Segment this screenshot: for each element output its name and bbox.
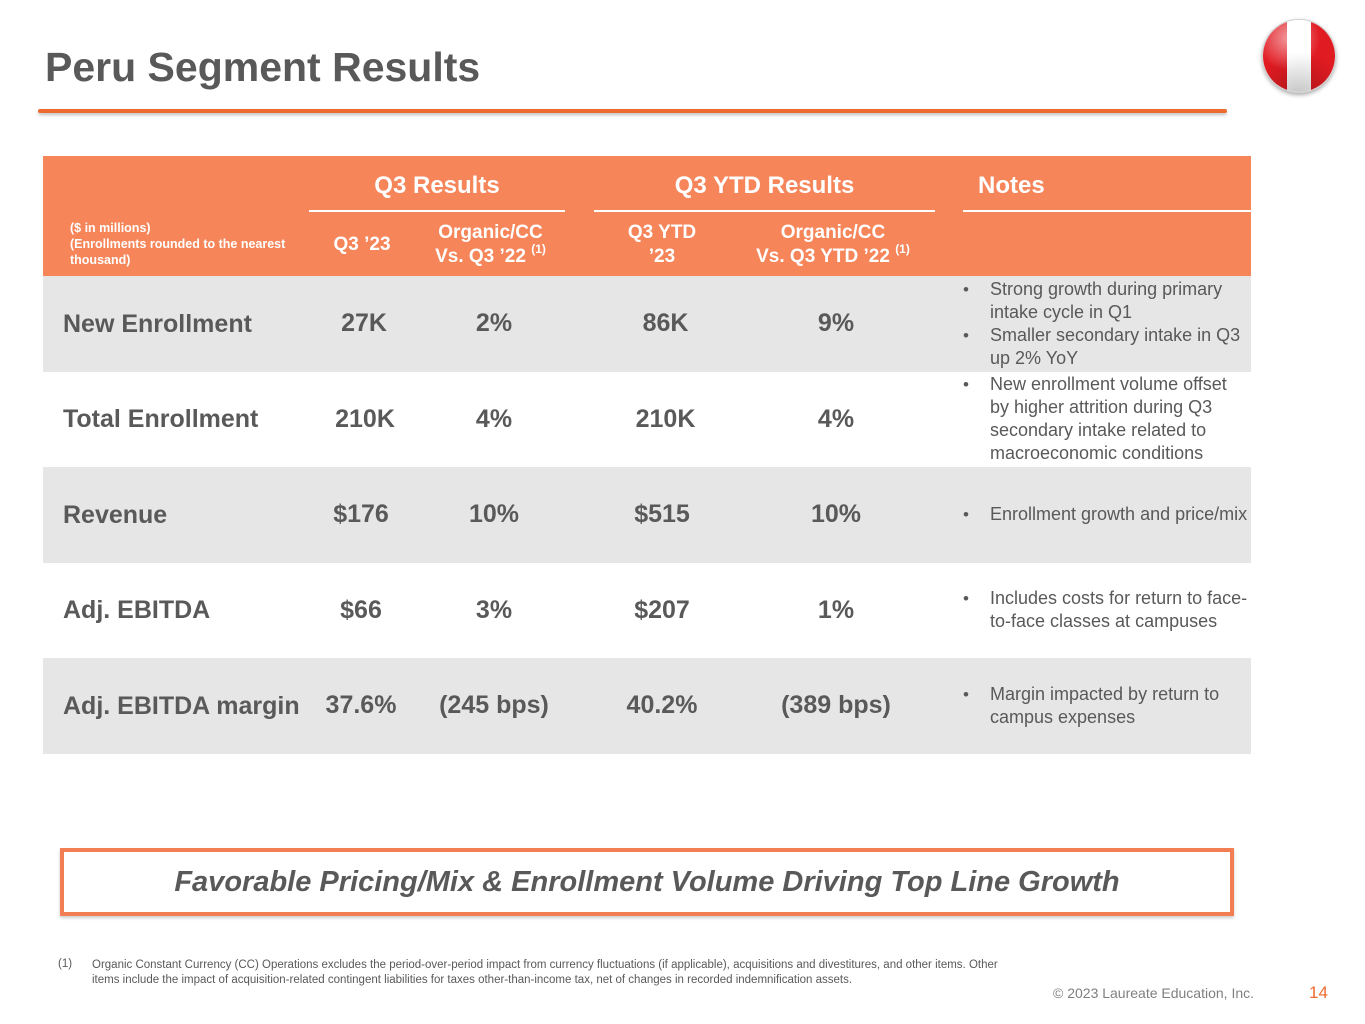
footnote-marker: (1) <box>58 958 73 970</box>
group-header-q3: Q3 Results <box>374 172 500 199</box>
note-item: Enrollment growth and price/mix <box>963 503 1248 526</box>
note-item: New enrollment volume offset by higher a… <box>963 373 1248 465</box>
metric-label: Adj. EBITDA <box>63 596 211 625</box>
metric-label: Total Enrollment <box>63 405 259 434</box>
banner-text: Favorable Pricing/Mix & Enrollment Volum… <box>174 865 1120 898</box>
table-header: Q3 Results Q3 YTD Results Notes ($ in mi… <box>43 156 1251 276</box>
notes-list: Enrollment growth and price/mix <box>963 467 1248 563</box>
q3-organic-value: 4% <box>475 404 513 433</box>
q3-value: $66 <box>340 595 382 624</box>
metric-label: Adj. EBITDA margin <box>63 691 300 720</box>
q3-value: $176 <box>333 500 389 529</box>
ytd-value: 40.2% <box>626 691 698 720</box>
table-row: Revenue $176 10% $515 10% Enrollment gro… <box>43 467 1251 563</box>
table-row: New Enrollment 27K 2% 86K 9% Strong grow… <box>43 276 1251 372</box>
group-header-notes: Notes <box>978 172 1045 199</box>
table-row: Total Enrollment 210K 4% 210K 4% New enr… <box>43 372 1251 468</box>
note-item: Strong growth during primary intake cycl… <box>963 278 1248 324</box>
col-header-q3: Q3 ’23 <box>333 234 391 255</box>
ytd-value: $207 <box>634 595 690 624</box>
group-rule-q3 <box>309 210 565 212</box>
notes-list: New enrollment volume offset by higher a… <box>963 372 1248 468</box>
table-row: Adj. EBITDA $66 3% $207 1% Includes cost… <box>43 563 1251 659</box>
highlight-banner: Favorable Pricing/Mix & Enrollment Volum… <box>60 848 1234 916</box>
page-title: Peru Segment Results <box>45 44 481 90</box>
metric-label: Revenue <box>63 500 168 529</box>
ytd-organic-value: 10% <box>810 500 862 529</box>
ytd-organic-value: 9% <box>817 309 855 338</box>
results-table: Q3 Results Q3 YTD Results Notes ($ in mi… <box>43 156 1251 754</box>
title-underline <box>38 109 1227 113</box>
col-header-ytd: Q3 YTD ’23 <box>627 222 697 267</box>
copyright: © 2023 Laureate Education, Inc. <box>1053 985 1255 1001</box>
q3-organic-value: 10% <box>468 500 520 529</box>
ytd-value: 210K <box>635 404 696 433</box>
metric-label: New Enrollment <box>63 309 252 338</box>
notes-list: Strong growth during primary intake cycl… <box>963 276 1248 372</box>
table-row: Adj. EBITDA margin 37.6% (245 bps) 40.2%… <box>43 658 1251 754</box>
q3-value: 210K <box>335 404 395 433</box>
note-item: Margin impacted by return to campus expe… <box>963 683 1248 729</box>
group-rule-ytd <box>594 210 935 212</box>
q3-value: 37.6% <box>325 691 397 720</box>
ytd-value: $515 <box>634 500 690 529</box>
ytd-value: 86K <box>642 309 689 338</box>
q3-organic-value: (245 bps) <box>439 691 549 720</box>
ytd-organic-value: 1% <box>817 595 855 624</box>
col-header-ytd-organic: Organic/CC Vs. Q3 YTD ’22 (1) <box>756 222 910 267</box>
group-rule-notes <box>963 210 1251 212</box>
notes-list: Margin impacted by return to campus expe… <box>963 658 1248 754</box>
note-item: Includes costs for return to face-to-fac… <box>963 587 1248 633</box>
footnote-text: Organic Constant Currency (CC) Operation… <box>92 959 998 986</box>
page-number: 14 <box>1309 983 1328 1002</box>
units-note: ($ in millions) (Enrollments rounded to … <box>70 221 286 267</box>
col-header-q3-organic: Organic/CC Vs. Q3 ’22 (1) <box>435 222 546 267</box>
peru-flag-icon <box>1262 19 1336 93</box>
notes-list: Includes costs for return to face-to-fac… <box>963 563 1248 659</box>
ytd-organic-value: (389 bps) <box>781 691 891 720</box>
note-item: Smaller secondary intake in Q3 up 2% YoY <box>963 324 1248 370</box>
ytd-organic-value: 4% <box>817 404 855 433</box>
q3-value: 27K <box>341 309 387 338</box>
q3-organic-value: 2% <box>475 309 513 338</box>
group-header-ytd: Q3 YTD Results <box>674 172 855 199</box>
q3-organic-value: 3% <box>475 595 513 624</box>
